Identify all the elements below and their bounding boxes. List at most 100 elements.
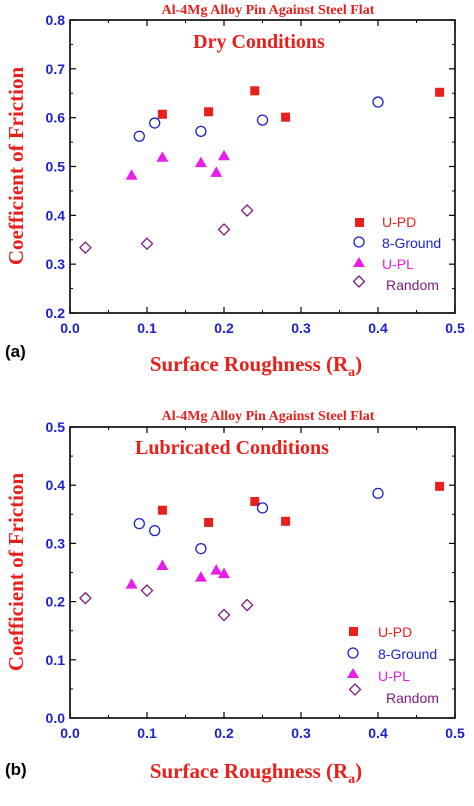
legend-item-random: Random [348,683,439,706]
x-tick-labels: 0.0 0.1 0.2 0.3 0.4 0.5 [60,320,465,336]
legend-label: U-PL [382,256,414,272]
legend-label: 8-Ground [378,646,437,662]
filled-triangle-marker-icon [347,668,359,678]
x-tick-label: 0.0 [60,725,80,741]
data-point-u-pl [218,149,230,161]
legend-label: Random [386,690,439,706]
data-point-u-pl [210,564,223,575]
data-point-u-pl [156,559,169,571]
x-tick-label: 0.3 [291,725,311,741]
y-tick-label: 0.2 [46,594,66,610]
chart-panel-a: Al-4Mg Alloy Pin Against Steel Flat Dry … [4,3,465,380]
data-point-u-pd [204,107,214,117]
data-points [78,481,445,622]
legend-item-u-pl: U-PL [347,668,410,684]
y-axis-title: Coefficient of Friction [4,67,28,266]
y-tick-label: 0.4 [46,207,66,223]
data-point-u-pd [250,496,260,506]
legend-item-u-pl: U-PL [353,256,414,272]
legend-item-u-pd: U-PD [355,214,416,230]
legend: U-PD 8-Ground U-PL Random [352,214,441,293]
legend-label: U-PL [378,668,410,684]
y-tick-labels: 0.0 0.1 0.2 0.3 0.4 0.5 [46,419,66,726]
x-axis-title: Surface Roughness (Ra) [150,352,362,380]
data-point-u-pd [250,86,260,96]
open-circle-marker-icon [347,647,359,659]
tick-marks [69,426,456,719]
data-point-random [217,608,231,622]
data-point-u-pd [204,517,214,527]
data-point-random [140,237,154,251]
data-point-random [140,584,154,597]
data-point-random [240,598,254,612]
data-point-8-ground [149,524,161,537]
filled-square-marker-icon [349,627,358,636]
data-point-u-pl [194,571,207,582]
x-tick-label: 0.0 [60,320,80,336]
y-tick-label: 0.3 [46,256,66,272]
data-point-8-ground [372,487,384,499]
panel-label: (b) [5,760,27,779]
legend: U-PD 8-Ground U-PL Random [347,624,439,706]
filled-triangle-marker-icon [353,257,365,267]
x-axis-title-subscript: a [348,772,355,787]
chart-subtitle: Lubricated Conditions [135,437,329,459]
data-point-8-ground [256,502,269,514]
data-point-8-ground [195,125,207,137]
panel-label: (a) [5,342,26,361]
x-tick-label: 0.2 [214,320,234,336]
y-tick-label: 0.1 [46,652,66,668]
x-tick-labels: 0.0 0.1 0.2 0.3 0.4 0.5 [60,725,465,741]
data-point-random [217,223,231,236]
legend-label: Random [386,277,439,293]
data-points [78,86,445,254]
x-axis-title-subscript: a [348,365,355,380]
filled-square-marker-icon [355,218,364,227]
data-point-u-pd [157,109,167,119]
y-tick-label: 0.2 [46,305,66,321]
data-point-8-ground [372,96,384,108]
y-tick-label: 0.4 [46,477,66,493]
legend-item-8-ground: 8-Ground [347,646,437,662]
data-point-8-ground [133,517,145,530]
legend-item-random: Random [352,275,439,293]
data-point-random [78,591,92,605]
open-diamond-marker-icon [348,683,362,696]
x-axis-title-close: ) [355,759,362,783]
data-point-u-pl [125,578,138,589]
data-point-u-pl [125,169,138,180]
y-tick-label: 0.8 [46,12,66,28]
data-point-u-pd [281,112,291,122]
data-point-8-ground [195,542,207,555]
data-point-u-pl [210,166,223,177]
data-point-u-pl [156,151,169,162]
x-tick-label: 0.5 [445,320,465,336]
legend-item-8-ground: 8-Ground [353,235,441,251]
data-point-u-pl [194,156,207,168]
x-tick-label: 0.2 [214,725,234,741]
data-point-8-ground [133,130,145,142]
legend-label: 8-Ground [382,235,441,251]
data-point-u-pd [435,87,445,97]
x-axis-title: Surface Roughness (Ra) [150,759,362,787]
x-tick-label: 0.4 [368,320,388,336]
x-tick-label: 0.1 [137,320,157,336]
x-tick-label: 0.5 [445,725,465,741]
x-tick-label: 0.4 [368,725,388,741]
x-tick-label: 0.3 [291,320,311,336]
data-point-8-ground [256,114,269,126]
y-tick-labels: 0.2 0.3 0.4 0.5 0.6 0.7 0.8 [46,12,66,321]
y-tick-label: 0.3 [46,535,66,551]
chart-panel-b: Al-4Mg Alloy Pin Against Steel Flat Lubr… [4,409,465,787]
x-axis-title-main: Surface Roughness (R [150,759,349,783]
legend-label: U-PD [382,214,416,230]
x-tick-label: 0.1 [137,725,157,741]
y-tick-label: 0.5 [46,159,66,175]
x-axis-title-main: Surface Roughness (R [150,352,349,376]
y-tick-label: 0.6 [46,110,66,126]
y-tick-label: 0.5 [46,419,66,435]
data-point-random [240,204,254,217]
data-point-u-pl [218,567,230,579]
data-point-8-ground [149,117,161,129]
